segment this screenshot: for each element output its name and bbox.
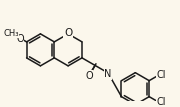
- Text: CH₃: CH₃: [3, 29, 19, 38]
- Text: O: O: [85, 71, 93, 81]
- Text: O: O: [64, 28, 72, 38]
- Text: H: H: [105, 69, 111, 75]
- Text: N: N: [104, 69, 112, 79]
- Text: Cl: Cl: [157, 97, 166, 107]
- Text: O: O: [16, 34, 24, 44]
- Text: Cl: Cl: [157, 70, 166, 80]
